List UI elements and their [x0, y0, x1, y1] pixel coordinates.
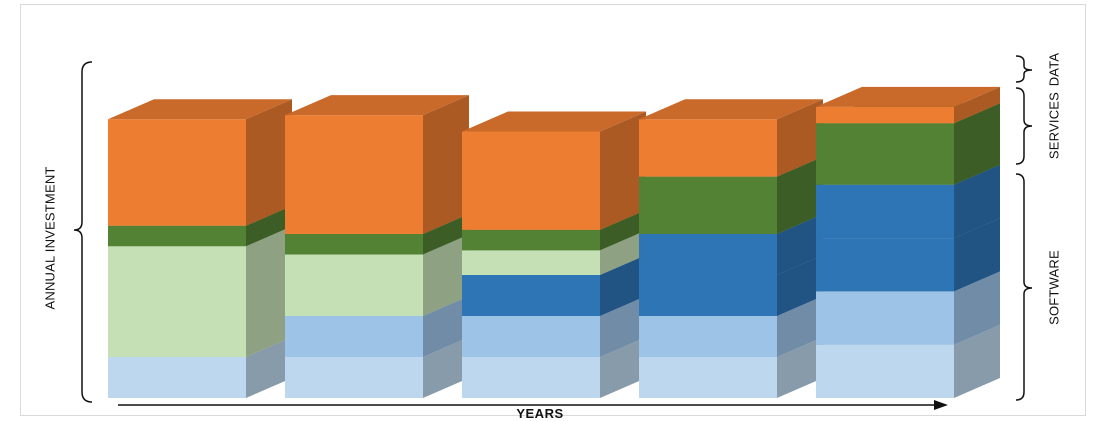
column-1-layer-2-services_legacy-side	[246, 226, 292, 357]
column-3-layer-1-software_light-side	[600, 337, 646, 398]
software-label: SOFTWARE	[1046, 250, 1062, 325]
column-4-layer-5-services-front	[639, 176, 777, 234]
column-4-layer-5-services-side	[777, 156, 823, 234]
data-brace	[1015, 55, 1033, 83]
column-2-layer-4-services-front	[285, 234, 423, 255]
column-3-layer-1-software_light-front	[462, 357, 600, 398]
column-1-layer-1-software_light-side	[246, 337, 292, 398]
column-1-layer-2-services_legacy-front	[108, 246, 246, 357]
column-5-layer-6-data-front	[816, 106, 954, 124]
column-4-layer-3-software_dark-side	[777, 255, 823, 316]
column-2-layer-2-software_mid-front	[285, 316, 423, 357]
column-3-layer-6-data-top	[462, 111, 646, 132]
column-4-layer-2-software_mid-side	[777, 296, 823, 357]
column-4-layer-2-software_mid-front	[639, 316, 777, 357]
column-4-layer-3-software_dark-front	[639, 275, 777, 316]
column-2-layer-5-data-front	[285, 115, 423, 234]
column-5-layer-3-software_dark-front	[816, 238, 954, 292]
column-5-layer-5-services-front	[816, 123, 954, 185]
column-2-layer-5-data-side	[423, 95, 469, 234]
column-4-layer-6-data-front	[639, 119, 777, 177]
column-5-layer-2-software_mid-side	[954, 271, 1000, 345]
x-axis-label: YEARS	[516, 406, 564, 421]
column-4-layer-1-software_light-front	[639, 357, 777, 398]
software-brace	[1015, 173, 1033, 401]
column-1-layer-4-data-front	[108, 119, 246, 226]
x-axis-arrowhead	[934, 400, 948, 410]
column-4-layer-6-data-side	[777, 99, 823, 177]
column-5-layer-1-software_light-front	[816, 344, 954, 398]
column-2-layer-1-software_light-side	[423, 337, 469, 398]
column-3-layer-5-services-side	[600, 209, 646, 251]
column-4-layer-4-software_dark-side	[777, 214, 823, 275]
column-2-layer-3-services_legacy-side	[423, 234, 469, 316]
y-axis-brace	[73, 61, 93, 403]
column-2-layer-3-services_legacy-front	[285, 254, 423, 316]
column-1-layer-1-software_light-front	[108, 357, 246, 398]
column-1-layer-3-services-front	[108, 225, 246, 247]
services-brace	[1015, 87, 1033, 165]
column-2-layer-4-services-side	[423, 214, 469, 255]
column-1-layer-4-data-side	[246, 99, 292, 226]
columns-layer	[108, 86, 1000, 398]
column-3-layer-4-services_legacy-front	[462, 250, 600, 275]
column-3-layer-5-services-front	[462, 229, 600, 251]
column-3-layer-3-software_dark-side	[600, 255, 646, 316]
column-3-layer-4-services_legacy-side	[600, 230, 646, 275]
column-4-layer-4-software_dark-front	[639, 234, 777, 275]
column-1-layer-4-data-top	[108, 99, 292, 120]
column-5-layer-2-software_mid-front	[816, 291, 954, 345]
column-5-layer-4-software_dark-side	[954, 164, 1000, 239]
services-label: SERVICES	[1046, 91, 1062, 160]
y-axis-label: ANNUAL INVESTMENT	[42, 166, 58, 310]
column-5-layer-4-software_dark-front	[816, 184, 954, 239]
column-5-layer-6-data-top	[816, 86, 1000, 107]
column-5-layer-5-services-side	[954, 103, 1000, 185]
column-4-layer-1-software_light-side	[777, 337, 823, 398]
column-3-layer-2-software_mid-front	[462, 316, 600, 357]
column-2-layer-1-software_light-front	[285, 357, 423, 398]
data-label: DATA	[1046, 52, 1062, 87]
column-5-layer-3-software_dark-side	[954, 218, 1000, 292]
column-3-layer-3-software_dark-front	[462, 275, 600, 316]
column-3-layer-6-data-side	[600, 111, 646, 230]
column-5-layer-1-software_light-side	[954, 324, 1000, 398]
column-2-layer-2-software_mid-side	[423, 296, 469, 357]
column-1-layer-3-services-side	[246, 205, 292, 247]
column-3-layer-6-data-front	[462, 131, 600, 230]
column-3-layer-2-software_mid-side	[600, 296, 646, 357]
column-5-layer-6-data-side	[954, 86, 1000, 124]
column-2-layer-5-data-top	[285, 95, 469, 116]
column-4-layer-6-data-top	[639, 99, 823, 120]
